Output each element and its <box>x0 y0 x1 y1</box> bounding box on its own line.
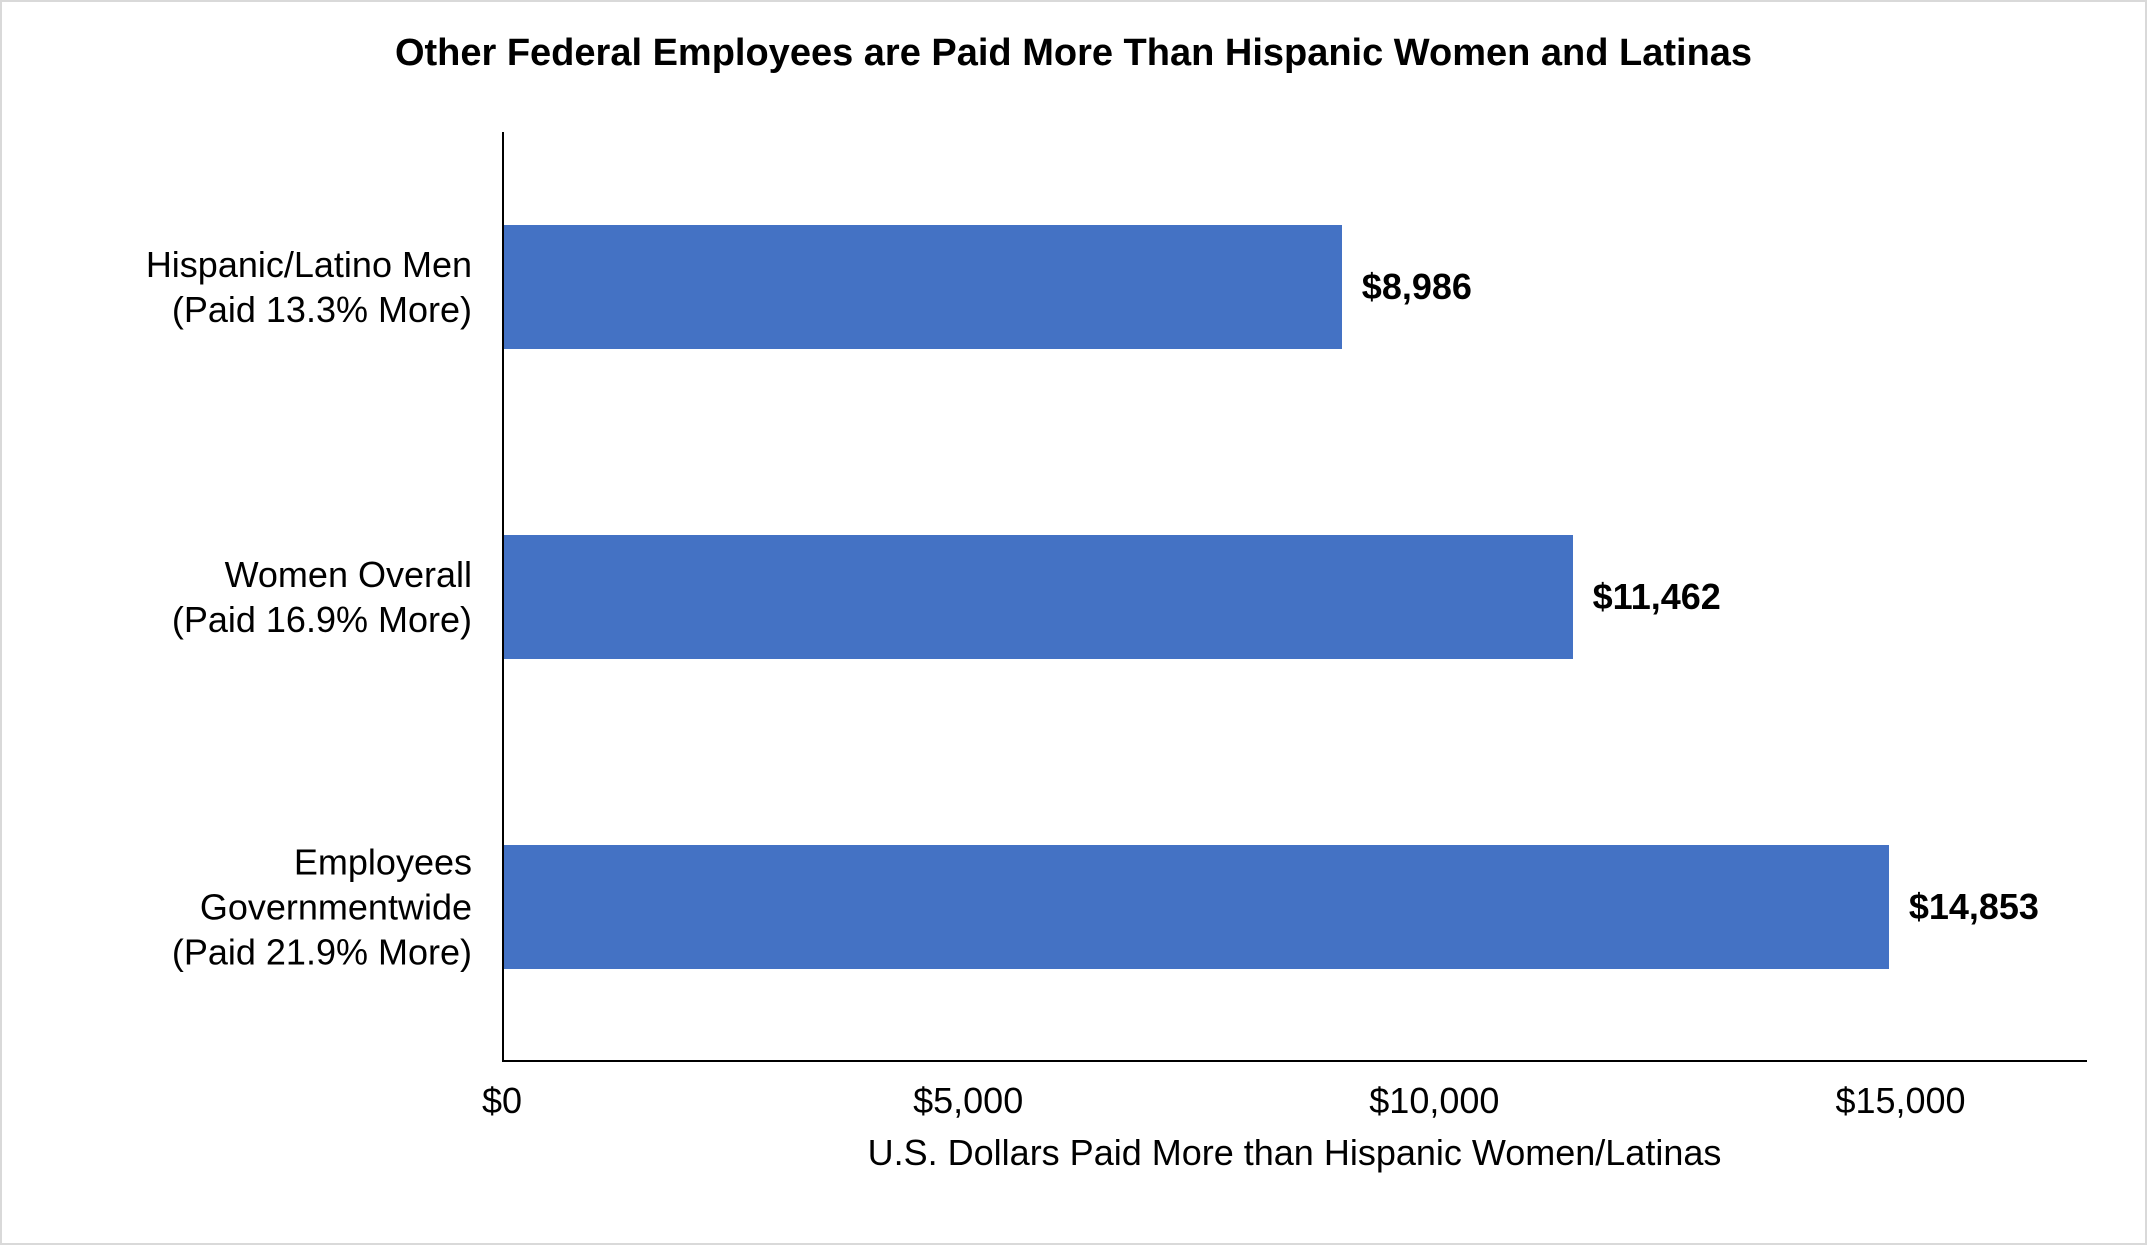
bar <box>504 225 1342 349</box>
x-tick-label: $15,000 <box>1835 1080 1965 1122</box>
bar-value-label: $11,462 <box>1593 576 1721 618</box>
y-category-label: Women Overall(Paid 16.9% More) <box>172 552 472 642</box>
bar-value-label: $14,853 <box>1909 886 2039 928</box>
y-category-line: Employees <box>294 841 472 882</box>
y-category-line: Governmentwide <box>200 886 472 927</box>
x-axis-line <box>502 1060 2087 1062</box>
y-category-line: (Paid 13.3% More) <box>172 289 472 330</box>
chart-frame: Other Federal Employees are Paid More Th… <box>0 0 2147 1245</box>
y-category-label: Hispanic/Latino Men(Paid 13.3% More) <box>146 242 472 332</box>
y-category-line: Hispanic/Latino Men <box>146 244 472 285</box>
x-tick-label: $10,000 <box>1369 1080 1499 1122</box>
bar <box>504 845 1889 969</box>
bar <box>504 535 1573 659</box>
y-category-label: EmployeesGovernmentwide(Paid 21.9% More) <box>172 839 472 974</box>
y-category-line: (Paid 21.9% More) <box>172 931 472 972</box>
y-category-line: (Paid 16.9% More) <box>172 599 472 640</box>
bar-value-label: $8,986 <box>1362 266 1472 308</box>
x-axis-title: U.S. Dollars Paid More than Hispanic Wom… <box>502 1132 2087 1174</box>
x-tick-label: $5,000 <box>913 1080 1023 1122</box>
chart-title: Other Federal Employees are Paid More Th… <box>2 32 2145 75</box>
x-tick-label: $0 <box>482 1080 522 1122</box>
plot-area: U.S. Dollars Paid More than Hispanic Wom… <box>502 132 2087 1062</box>
y-category-line: Women Overall <box>225 554 472 595</box>
